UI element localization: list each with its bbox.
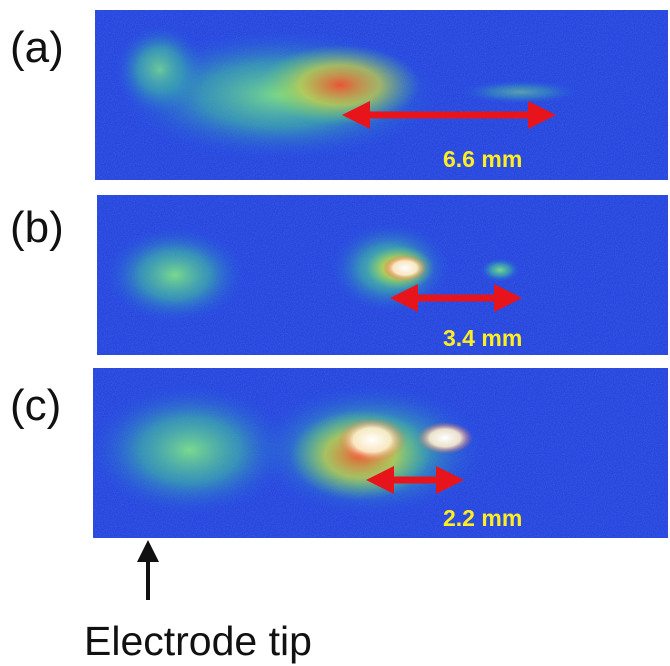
emission-peak (383, 255, 427, 281)
panel-c (90, 368, 668, 538)
panel-a (95, 10, 668, 180)
distance-label: 2.2 mm (443, 505, 522, 531)
panel-label: (c) (10, 381, 61, 430)
distance-label: 3.4 mm (443, 325, 522, 351)
pointer-arrowhead (137, 540, 159, 562)
panel-label: (b) (10, 203, 64, 252)
panel-label: (a) (10, 23, 64, 72)
annotation: Electrode tip (84, 618, 312, 664)
emission-blob (480, 258, 520, 282)
emission-blob (90, 385, 290, 515)
emission-peak (417, 422, 473, 454)
distance-label: 6.6 mm (443, 146, 522, 172)
emission-peak (338, 418, 406, 462)
panel-b (97, 195, 668, 355)
emission-tail (460, 80, 580, 104)
emission-blob (105, 227, 245, 323)
